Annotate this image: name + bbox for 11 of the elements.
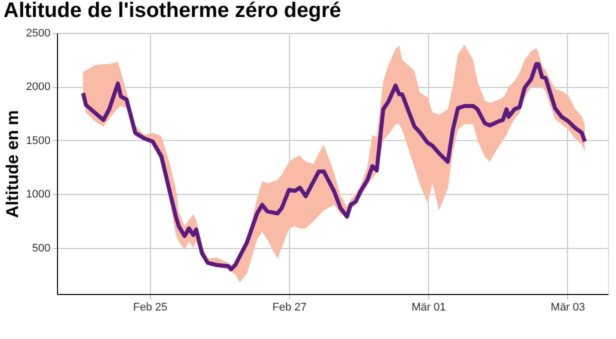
x-tick-label: Feb 27 (272, 302, 307, 314)
x-tick-label: Feb 25 (133, 302, 168, 314)
y-tick-label: 2500 (26, 28, 50, 40)
y-tick-label: 2000 (26, 81, 50, 94)
y-tick-label: 500 (32, 242, 50, 254)
y-tick-label: 1500 (26, 134, 50, 147)
x-tick-label: Mär 01 (412, 302, 446, 314)
x-tick-label: Mär 03 (550, 302, 586, 314)
y-axis-title: Altitude en m (3, 110, 22, 218)
chart-title: Altitude de l'isotherme zéro degré (4, 0, 342, 22)
y-tick-label: 1000 (26, 188, 50, 201)
